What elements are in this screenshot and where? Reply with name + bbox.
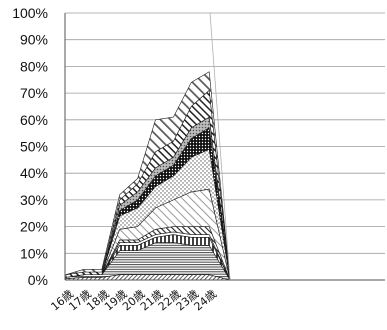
axes (64, 12, 385, 281)
y-tick-label: 70% (20, 85, 48, 101)
y-tick-label: 40% (20, 165, 48, 181)
y-tick-label: 10% (20, 245, 48, 261)
y-tick-label: 80% (20, 58, 48, 74)
drop-line (209, 12, 231, 281)
y-tick-label: 30% (20, 192, 48, 208)
y-tick-label: 20% (20, 219, 48, 235)
area-series-group (65, 71, 231, 281)
y-tick-label: 60% (20, 112, 48, 128)
y-tick-label: 100% (12, 5, 48, 21)
y-axis-ticks: 0% 10% 20% 30% 40% 50% 60% 70% 80% 90% 100% (12, 5, 48, 288)
y-tick-label: 90% (20, 32, 48, 48)
y-tick-label: 50% (20, 139, 48, 155)
y-tick-label: 0% (28, 272, 48, 288)
